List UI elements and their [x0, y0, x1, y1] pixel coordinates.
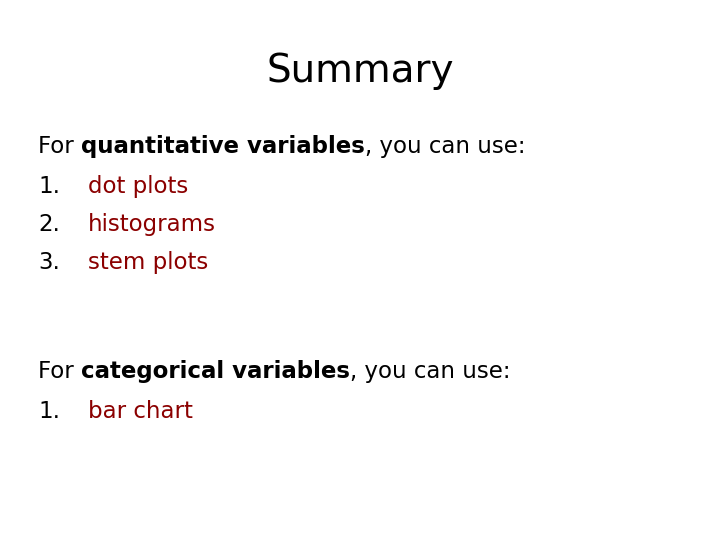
Text: categorical variables: categorical variables: [81, 360, 350, 383]
Text: quantitative variables: quantitative variables: [81, 135, 365, 158]
Text: dot plots: dot plots: [88, 175, 188, 198]
Text: 3.: 3.: [38, 251, 60, 274]
Text: stem plots: stem plots: [88, 251, 208, 274]
Text: For: For: [38, 360, 81, 383]
Text: 1.: 1.: [38, 175, 60, 198]
Text: 1.: 1.: [38, 400, 60, 423]
Text: bar chart: bar chart: [88, 400, 193, 423]
Text: , you can use:: , you can use:: [350, 360, 510, 383]
Text: For: For: [38, 135, 81, 158]
Text: Summary: Summary: [266, 52, 454, 90]
Text: , you can use:: , you can use:: [365, 135, 526, 158]
Text: 2.: 2.: [38, 213, 60, 236]
Text: histograms: histograms: [88, 213, 216, 236]
